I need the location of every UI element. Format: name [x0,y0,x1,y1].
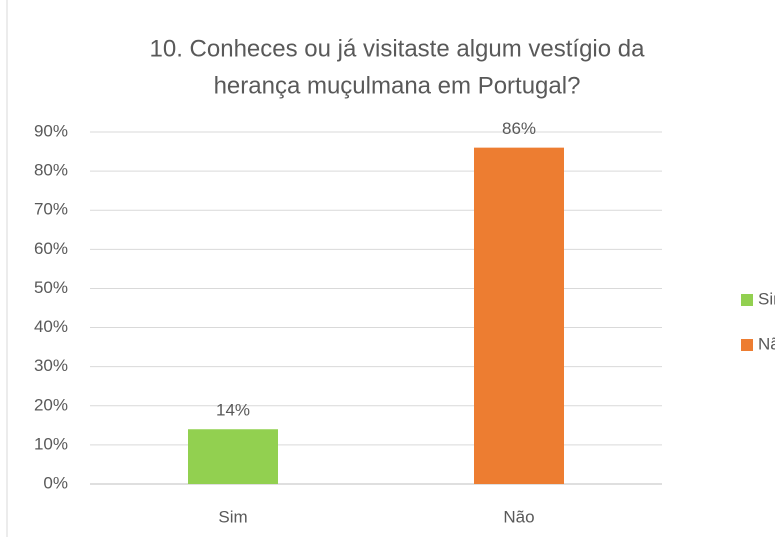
chart-title: 10. Conheces ou já visitaste algum vestí… [150,35,646,62]
y-tick-label: 70% [34,200,68,219]
y-tick-label: 20% [34,395,68,414]
legend-swatch [741,294,753,306]
legend-swatch [741,339,753,351]
data-label: 86% [502,119,536,138]
y-tick-label: 60% [34,239,68,258]
y-tick-label: 80% [34,161,68,180]
x-tick-label: Sim [218,507,247,526]
chart-title: herança muçulmana em Portugal? [214,72,581,99]
y-tick-label: 90% [34,121,68,140]
legend-label: Não [758,334,775,353]
y-tick-label: 50% [34,278,68,297]
y-tick-label: 0% [43,473,68,492]
y-tick-label: 10% [34,434,68,453]
bar [188,429,278,484]
x-tick-label: Não [503,507,534,526]
y-tick-label: 40% [34,317,68,336]
data-label: 14% [216,401,250,420]
y-tick-label: 30% [34,356,68,375]
bar [474,147,564,484]
legend-label: Sim [758,289,775,308]
